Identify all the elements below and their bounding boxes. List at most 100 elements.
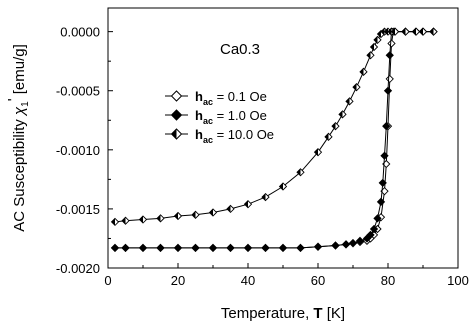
data-point	[208, 243, 218, 253]
legend-item-2: hac = 1.0 Oe	[165, 108, 267, 126]
x-tick-label: 60	[311, 273, 325, 288]
data-point-half	[262, 193, 266, 201]
data-point-half	[279, 182, 283, 190]
data-point-half	[122, 217, 126, 225]
x-axis-title-prefix: Temperature,	[221, 305, 314, 322]
data-point-half	[430, 28, 434, 36]
data-point	[261, 243, 270, 253]
data-point-half	[367, 51, 371, 59]
legend-label-1-rest: = 0.1 Oe	[213, 89, 267, 104]
plot-frame	[107, 7, 459, 269]
svg-text:hac = 1.0 Oe: hac = 1.0 Oe	[195, 108, 267, 126]
data-point	[173, 243, 183, 253]
data-point	[376, 197, 386, 206]
y-tick-label: 0.0000	[60, 25, 100, 40]
y-axis-title-main: AC Susceptibility	[11, 115, 28, 232]
data-point	[278, 243, 288, 253]
data-point	[138, 243, 148, 253]
y-axis-title: AC Susceptibility χ1' [emu/g]	[5, 44, 31, 232]
data-point-half	[346, 97, 350, 105]
data-point-half	[374, 36, 378, 44]
x-axis-title-bold: T	[313, 305, 322, 322]
data-point-half	[370, 43, 374, 51]
data-point	[366, 230, 375, 240]
data-point-half	[209, 208, 213, 216]
y-tick-label: -0.0005	[56, 84, 100, 99]
data-point	[121, 243, 130, 253]
data-point	[348, 239, 358, 248]
data-point	[243, 243, 253, 253]
series-line	[115, 31, 434, 249]
legend-label-1-h: h	[195, 89, 203, 104]
data-point	[341, 240, 351, 249]
data-point-half	[314, 148, 318, 156]
legend-marker-2	[170, 109, 183, 121]
y-axis-title-units: [emu/g]	[11, 44, 28, 98]
data-point	[355, 236, 365, 245]
data-point-half	[384, 28, 388, 36]
data-point	[378, 178, 387, 188]
data-point	[380, 151, 389, 160]
series-3	[110, 27, 438, 227]
data-point	[226, 243, 235, 253]
legend-label-2-h: h	[195, 108, 203, 123]
data-point-half	[325, 133, 329, 141]
data-point	[385, 51, 394, 60]
legend-marker-3-fill	[171, 129, 177, 139]
data-point	[369, 224, 379, 234]
data-point-half	[111, 218, 115, 226]
legend: hac = 0.1 Oe hac = 1.0 Oe hac = 10.0 Oe	[165, 89, 274, 145]
data-point-half	[297, 168, 301, 176]
legend-label-3-sub: ac	[203, 135, 213, 145]
data-point-half	[174, 212, 178, 220]
x-tick-label: 80	[381, 273, 395, 288]
svg-text:hac = 0.1 Oe: hac = 0.1 Oe	[195, 89, 267, 107]
data-point-half	[339, 110, 343, 118]
y-tick-label: -0.0010	[56, 143, 100, 158]
legend-item-3: hac = 10.0 Oe	[165, 127, 274, 145]
data-point-half	[227, 205, 231, 213]
x-axis-title-suffix: [K]	[323, 305, 346, 322]
data-point	[331, 241, 340, 250]
data-point	[156, 243, 165, 253]
y-axis-title-sub: 1	[20, 101, 31, 107]
data-point-half	[157, 214, 161, 222]
legend-marker-1	[170, 90, 183, 102]
legend-label-3-rest: = 10.0 Oe	[213, 127, 274, 142]
data-point-half	[391, 28, 395, 36]
data-point	[296, 243, 305, 253]
data-point	[373, 214, 382, 223]
chart-annotation: Ca0.3	[220, 41, 260, 58]
data-point	[313, 242, 323, 251]
data-point-half	[419, 28, 423, 36]
data-point	[191, 243, 200, 253]
data-point-half	[139, 216, 143, 224]
x-tick-label: 20	[171, 273, 185, 288]
data-point	[383, 86, 393, 95]
data-point-half	[192, 211, 196, 219]
x-axis-title: Temperature, T [K]	[221, 305, 345, 322]
axis-ticks: 0 20 40 60 80 100 0.0000 -0.0005 -0.0010 -0.0015 -…	[56, 25, 469, 288]
data-point-half	[377, 30, 381, 38]
data-point-half	[360, 68, 364, 76]
data-point	[387, 39, 396, 48]
series-2	[110, 27, 438, 253]
data-point-half	[388, 28, 392, 36]
data-point	[385, 74, 394, 84]
series-layer	[110, 27, 438, 253]
data-point	[110, 243, 120, 253]
y-axis-title-symbol: χ	[11, 106, 28, 117]
data-point	[382, 122, 391, 131]
data-point-half	[244, 200, 248, 208]
legend-label-2-rest: = 1.0 Oe	[213, 108, 267, 123]
legend-label-3-h: h	[195, 127, 203, 142]
y-tick-label: -0.0015	[56, 202, 100, 217]
data-point-half	[402, 28, 406, 36]
svg-text:hac = 10.0 Oe: hac = 10.0 Oe	[195, 127, 274, 145]
data-point-half	[332, 122, 336, 130]
data-point-half	[412, 28, 416, 36]
legend-label-2-sub: ac	[203, 116, 213, 126]
x-tick-label: 100	[447, 273, 469, 288]
legend-item-1: hac = 0.1 Oe	[165, 89, 267, 107]
